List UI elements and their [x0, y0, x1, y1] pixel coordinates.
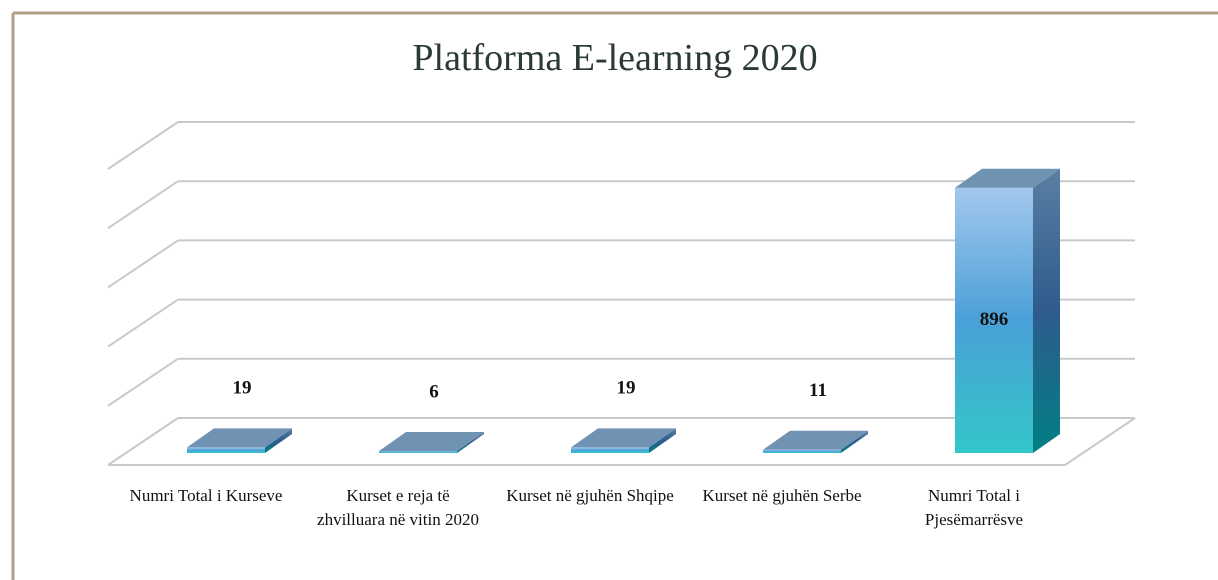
floor-right — [1064, 417, 1136, 466]
x-tick-label: Kurset në gjuhën Serbe — [702, 486, 862, 505]
bar-side — [457, 432, 484, 453]
x-tick-label: Numri Total i Pjesëmarrësve — [924, 486, 1024, 529]
value-label: 19 — [233, 378, 252, 399]
x-tick-label: Kurset në gjuhën Shqipe — [506, 486, 674, 505]
bar-front — [571, 447, 649, 453]
grid-line-side — [107, 239, 179, 289]
grid-line-side — [107, 121, 179, 170]
bar-side — [1033, 168, 1060, 453]
bar — [379, 432, 484, 453]
x-tick-label: Kurset e reja të zhvilluara në vitin 202… — [317, 486, 479, 529]
value-label: 6 — [429, 381, 439, 402]
bar-top — [379, 432, 484, 451]
bar — [763, 430, 868, 453]
bar-side — [649, 428, 676, 453]
bar — [571, 428, 676, 453]
bar-top — [955, 168, 1060, 188]
grid-line-side — [107, 180, 179, 230]
value-label: 896 — [980, 309, 1009, 330]
bar-front — [379, 451, 457, 453]
bar-side — [265, 428, 292, 453]
bar — [955, 168, 1060, 453]
grid-line-side — [107, 298, 179, 348]
bar-front — [955, 187, 1033, 453]
chart-title: Platforma E-learning 2020 — [412, 37, 817, 79]
bar-top — [187, 428, 292, 448]
bar-front — [187, 447, 265, 453]
grid-line-side — [107, 357, 179, 407]
bar — [187, 428, 292, 453]
value-label: 19 — [617, 378, 636, 399]
bar-top — [763, 430, 868, 450]
grid-line-side — [107, 417, 179, 466]
bar-front — [763, 449, 841, 453]
value-label: 11 — [809, 380, 827, 401]
bar-top — [571, 428, 676, 448]
x-tick-label: Numri Total i Kurseve — [129, 486, 283, 505]
bar-side — [841, 430, 868, 453]
